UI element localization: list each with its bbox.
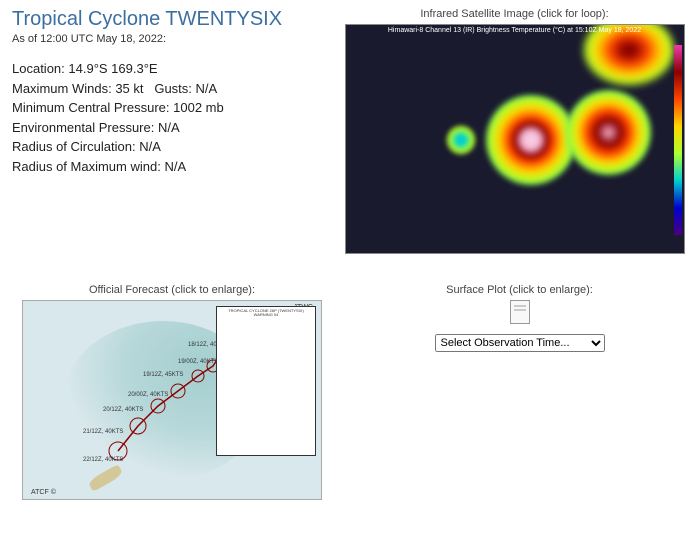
track-label-4: 20/12Z, 40KTS — [103, 407, 143, 413]
forecast-text-box: TROPICAL CYCLONE 26P (TWENTYSIX) WARNING… — [216, 306, 316, 456]
location-line: Location: 14.9°S 169.3°E — [12, 59, 332, 79]
radcirc-line: Radius of Circulation: N/A — [12, 137, 332, 157]
document-icon — [510, 300, 530, 324]
satellite-section-label: Infrared Satellite Image (click for loop… — [342, 8, 687, 20]
minpress-value: 1002 mb — [173, 100, 224, 115]
track-label-6: 22/12Z, 40KTS — [83, 457, 123, 463]
track-label-2: 19/12Z, 45KTS — [143, 372, 183, 378]
observation-time-select[interactable]: Select Observation Time... — [435, 334, 605, 352]
surface-placeholder-wrap — [352, 300, 687, 333]
atcf-label: ATCF © — [31, 489, 56, 496]
maxwind-line: Maximum Winds: 35 kt Gusts: N/A — [12, 79, 332, 99]
surface-column: Surface Plot (click to enlarge): Select … — [352, 284, 687, 500]
radcirc-label: Radius of Circulation: — [12, 139, 136, 154]
forecast-text-header: TROPICAL CYCLONE 26P (TWENTYSIX) WARNING… — [219, 309, 313, 318]
ir-feature-west — [486, 95, 576, 185]
radmax-label: Radius of Maximum wind: — [12, 159, 161, 174]
asof-text: As of 12:00 UTC May 18, 2022: — [12, 33, 332, 45]
ir-colorbar — [674, 45, 682, 235]
forecast-column: Official Forecast (click to enlarge): JT… — [12, 284, 332, 500]
location-value: 14.9°S 169.3°E — [68, 61, 157, 76]
cyclone-title: Tropical Cyclone TWENTYSIX — [12, 8, 332, 31]
satellite-image[interactable]: Himawari-8 Channel 13 (IR) Brightness Te… — [345, 24, 685, 254]
forecast-section-label: Official Forecast (click to enlarge): — [12, 284, 332, 296]
envpress-line: Environmental Pressure: N/A — [12, 118, 332, 138]
track-label-5: 21/12Z, 40KTS — [83, 429, 123, 435]
radmax-value: N/A — [164, 159, 186, 174]
track-label-3: 20/00Z, 40KTS — [128, 392, 168, 398]
maxwind-label: Maximum Winds: — [12, 81, 112, 96]
info-column: Tropical Cyclone TWENTYSIX As of 12:00 U… — [12, 8, 332, 254]
maxwind-value: 35 kt — [115, 81, 143, 96]
envpress-value: N/A — [158, 120, 180, 135]
track-label-1: 19/00Z, 40KTS — [178, 359, 218, 365]
ir-feature-small — [446, 125, 476, 155]
top-row: Tropical Cyclone TWENTYSIX As of 12:00 U… — [12, 8, 687, 254]
location-label: Location: — [12, 61, 65, 76]
ir-feature-east — [566, 90, 651, 175]
gusts-value: N/A — [196, 81, 218, 96]
radmax-line: Radius of Maximum wind: N/A — [12, 157, 332, 177]
radcirc-value: N/A — [139, 139, 161, 154]
minpress-line: Minimum Central Pressure: 1002 mb — [12, 98, 332, 118]
gusts-label: Gusts: — [154, 81, 192, 96]
surface-section-label: Surface Plot (click to enlarge): — [352, 284, 687, 296]
forecast-image[interactable]: JTWC ATCF © 18/12Z, 40KTS 19/00Z, 40KTS … — [22, 300, 322, 500]
satellite-caption: Himawari-8 Channel 13 (IR) Brightness Te… — [346, 27, 684, 34]
bottom-row: Official Forecast (click to enlarge): JT… — [12, 284, 687, 500]
envpress-label: Environmental Pressure: — [12, 120, 154, 135]
minpress-label: Minimum Central Pressure: — [12, 100, 170, 115]
satellite-column: Infrared Satellite Image (click for loop… — [342, 8, 687, 254]
